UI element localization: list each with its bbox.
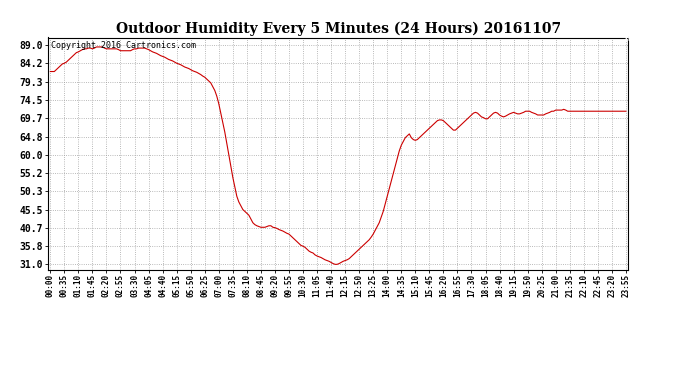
Title: Outdoor Humidity Every 5 Minutes (24 Hours) 20161107: Outdoor Humidity Every 5 Minutes (24 Hou… — [115, 22, 561, 36]
Text: Copyright 2016 Cartronics.com: Copyright 2016 Cartronics.com — [51, 41, 196, 50]
Text: Humidity  (%): Humidity (%) — [624, 34, 690, 43]
